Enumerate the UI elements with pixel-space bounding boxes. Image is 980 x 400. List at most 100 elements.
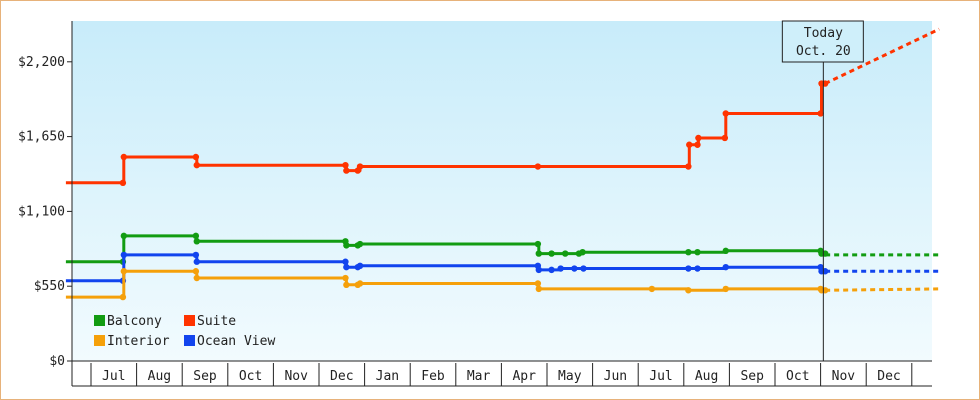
data-point-ocean-view [343, 263, 350, 271]
data-point-suite [695, 134, 702, 142]
data-point-balcony [548, 250, 555, 257]
x-tick-label: Jun [604, 369, 627, 384]
y-tick-label: $0 [49, 354, 65, 369]
legend-label-suite: Suite [197, 314, 236, 329]
data-point-suite [686, 141, 693, 148]
data-point-suite [694, 141, 701, 148]
x-tick-label: Dec [330, 369, 353, 384]
data-point-suite [120, 153, 128, 161]
data-point-ocean-view [535, 266, 542, 274]
x-tick-label: Oct [239, 369, 262, 384]
data-point-suite [192, 153, 200, 161]
x-tick-label: Feb [421, 369, 445, 384]
data-point-suite [343, 167, 350, 174]
data-point-ocean-view [685, 265, 692, 272]
data-point-suite [193, 161, 200, 169]
data-point-balcony [579, 249, 586, 256]
data-point-balcony [562, 250, 569, 257]
legend-swatch-ocean-view [184, 335, 195, 346]
data-point-balcony [192, 232, 200, 240]
y-tick-label: $550 [34, 279, 65, 294]
data-point-interior [534, 280, 542, 287]
data-point-suite [685, 163, 692, 170]
data-point-ocean-view [356, 262, 364, 269]
today-label: Today [804, 26, 843, 41]
data-point-balcony [535, 250, 542, 257]
legend-label-ocean-view: Ocean View [197, 334, 275, 349]
series-interior [65, 268, 940, 301]
data-point-balcony [722, 247, 729, 255]
legend: Balcony Suite Interior Ocean View [94, 314, 275, 349]
data-point-ocean-view [694, 265, 701, 272]
data-point-interior [343, 281, 350, 289]
y-tick-label: $1,650 [18, 130, 65, 145]
data-point-suite [119, 179, 127, 187]
x-tick-label: Sep [740, 369, 764, 384]
data-point-balcony [343, 242, 350, 249]
data-point-balcony [120, 232, 128, 240]
legend-label-balcony: Balcony [107, 314, 162, 329]
data-point-balcony [694, 249, 701, 256]
today-box [781, 20, 864, 63]
axes-layer: $0 $550 $1,100 $1,650 $2,200 Jul Aug Sep Oct Nov D… [18, 21, 932, 387]
data-point-interior [535, 285, 542, 293]
data-point-interior [192, 268, 200, 275]
data-point-ocean-view [342, 258, 349, 265]
data-point-interior [193, 274, 200, 282]
series-ocean-view [65, 251, 940, 284]
x-tick-label: Dec [877, 369, 900, 384]
series-balcony [65, 232, 940, 265]
data-point-ocean-view [193, 258, 200, 265]
data-point-ocean-view [120, 251, 128, 259]
data-point-balcony [356, 240, 364, 248]
data-point-suite [721, 134, 729, 142]
x-tick-label: Aug [148, 369, 171, 384]
data-point-interior [722, 285, 729, 293]
series-layer [65, 27, 940, 301]
data-point-suite [722, 110, 729, 117]
data-point-balcony [534, 240, 542, 248]
x-tick-label: Sep [193, 369, 217, 384]
forecast-line-interior [825, 287, 940, 292]
data-point-suite [534, 163, 542, 170]
data-point-suite [342, 161, 349, 169]
data-point-interior [648, 285, 656, 293]
y-tick-label: $2,200 [18, 55, 65, 70]
x-tick-label: Oct [786, 369, 809, 384]
legend-label-interior: Interior [107, 334, 170, 349]
data-point-suite [356, 163, 364, 170]
data-point-ocean-view [557, 265, 564, 272]
x-tick-label: May [558, 369, 582, 384]
plot-background [72, 21, 932, 361]
y-tick-label: $1,100 [18, 204, 65, 219]
data-point-interior [685, 287, 692, 294]
data-point-balcony [193, 238, 200, 245]
data-point-ocean-view [722, 263, 729, 271]
data-point-ocean-view [571, 265, 578, 272]
x-tick-label: Nov [284, 369, 308, 384]
x-tick-label: Aug [695, 369, 718, 384]
forecast-line-suite [824, 27, 940, 85]
data-point-suite [817, 110, 824, 117]
legend-swatch-interior [94, 335, 105, 346]
x-tick-label: Mar [467, 369, 491, 384]
today-marker: Today Oct. 20 [781, 20, 864, 361]
data-point-interior [356, 280, 364, 287]
data-point-ocean-view [192, 251, 200, 259]
data-point-interior [342, 274, 349, 282]
data-point-interior [119, 293, 127, 301]
x-tick-label: Jul [649, 369, 672, 384]
legend-swatch-balcony [94, 315, 105, 326]
x-tick-label: Jan [376, 369, 399, 384]
today-date: Oct. 20 [796, 44, 851, 59]
data-point-interior [120, 268, 128, 275]
x-tick-label: Nov [832, 369, 856, 384]
data-point-balcony [685, 249, 692, 256]
series-suite [65, 27, 940, 187]
x-tick-label: Jul [102, 369, 125, 384]
x-tick-label: Apr [512, 369, 536, 384]
legend-swatch-suite [184, 315, 195, 326]
data-point-ocean-view [548, 266, 555, 274]
data-point-ocean-view [580, 265, 587, 272]
